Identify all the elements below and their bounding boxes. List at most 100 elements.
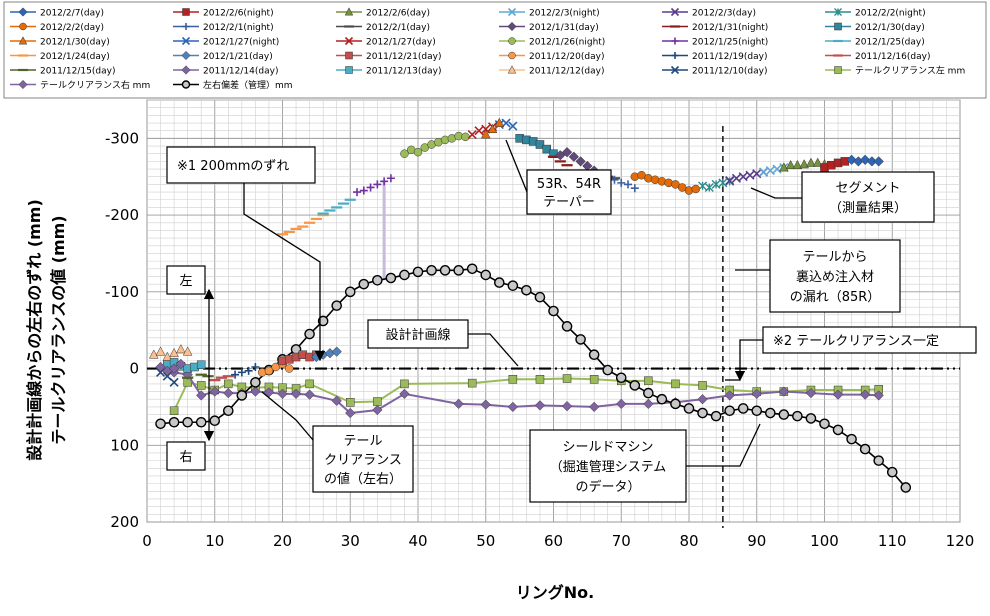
note-53r-54r-text: テーパー [543, 195, 595, 210]
data-point [494, 117, 505, 127]
data-point [182, 416, 193, 428]
data-point [304, 328, 315, 340]
x-tick-label: 10 [205, 532, 224, 550]
data-point [366, 183, 375, 192]
note-leak-box [769, 239, 901, 313]
data-point [656, 393, 668, 405]
data-point [724, 390, 735, 401]
legend-swatch-marker [18, 79, 28, 90]
annotations: ※1 200mmのずれ 53R、54R テーパー セグメント （測量結果） テールから裏込… [166, 139, 977, 503]
data-point [534, 400, 546, 411]
data-point [866, 156, 878, 167]
x-tick-label: 90 [747, 532, 766, 550]
leader-line [468, 333, 519, 367]
data-point [561, 321, 573, 332]
data-point [610, 175, 619, 184]
legend-swatch-marker [344, 36, 354, 46]
legend-entry: 2011/12/20(day) [499, 51, 604, 62]
data-point [346, 398, 355, 407]
data-point [493, 277, 505, 288]
legend-entry: テールクリアランス左 mm [825, 65, 965, 77]
data-point [616, 398, 627, 409]
legend-entry: 2011/12/21(day) [336, 51, 441, 62]
legend-label: 2012/1/27(night) [203, 38, 279, 48]
data-point [731, 173, 741, 183]
data-point [373, 397, 382, 406]
data-point [792, 410, 803, 422]
note-tail-constant-text: ※2 テールクリアランス一定 [773, 334, 939, 349]
data-point [487, 123, 498, 134]
data-point [426, 265, 437, 276]
note-right-box [166, 441, 206, 471]
legend-swatch-marker [507, 21, 517, 32]
data-point [305, 379, 314, 389]
legend-swatch-marker [670, 7, 680, 17]
data-point [169, 347, 179, 358]
data-point [466, 263, 478, 275]
series [147, 117, 960, 528]
legend-swatch-marker [507, 7, 517, 17]
note-tail-clearance-text: テール [343, 434, 382, 449]
data-point [575, 156, 586, 167]
data-point [859, 389, 871, 400]
data-point [683, 403, 695, 414]
legend-entry: 2012/2/1(day) [336, 23, 430, 33]
note-shield-machine-text: シールドマシン [562, 440, 653, 455]
note-200mm-shift-box [166, 146, 316, 184]
data-point [724, 405, 735, 417]
legend-swatch-marker [181, 80, 191, 89]
data-point [588, 401, 600, 413]
data-point [812, 157, 823, 167]
legend-label: テールクリアランス右 mm [40, 79, 150, 91]
legend-swatch-marker [508, 51, 516, 60]
data-point [575, 334, 586, 345]
y-tick-label: 0 [129, 360, 139, 378]
x-tick-label: 110 [878, 532, 907, 550]
leader-line [261, 391, 314, 441]
legend-entry: 左右偏差（管理）mm [173, 79, 293, 91]
series-2012-1-25-night [353, 174, 395, 197]
data-point [386, 174, 395, 183]
legend-entry: 2012/2/2(night) [825, 8, 926, 19]
data-point [412, 266, 424, 278]
legend-entry: 2012/2/7(day) [10, 7, 104, 19]
legend-entry: 2011/12/13(day) [336, 66, 441, 77]
legend-entry: 2011/12/14(day) [173, 65, 278, 77]
note-shield-machine-text: のデータ） [575, 479, 640, 495]
note-tail-clearance-text: の値（左右） [324, 471, 402, 487]
legend-swatch-marker [345, 66, 353, 74]
data-point [344, 286, 356, 298]
data-point [832, 389, 844, 400]
legend-label: 2011/12/13(day) [366, 67, 441, 77]
data-point [521, 284, 532, 296]
legend-label: 2011/12/21(day) [366, 52, 441, 62]
legend-entry: 2012/1/25(day) [825, 38, 925, 48]
y-tick-label: -100 [105, 283, 139, 301]
legend-entry: 2012/1/21(day) [173, 50, 273, 62]
data-point [385, 272, 397, 284]
data-point [250, 386, 261, 397]
legend-swatch-marker [508, 37, 516, 45]
data-point [168, 363, 180, 374]
x-tick-label: 60 [544, 532, 563, 550]
data-point [196, 390, 207, 401]
data-point [508, 375, 518, 384]
series-2011-12-16-day [209, 375, 234, 382]
data-point [806, 157, 816, 167]
note-segment: セグメント （測量結果） [801, 171, 935, 223]
legend-label: 2011/12/12(day) [529, 67, 604, 77]
legend-entry: 2011/12/10(day) [662, 65, 767, 77]
note-tail-clearance-text: クリアランス [324, 453, 402, 468]
legend-label: 2011/12/20(day) [529, 52, 604, 62]
legend-entry: 2012/2/6(night) [173, 8, 274, 19]
legend-label: 2011/12/14(day) [203, 67, 278, 77]
data-point [725, 175, 735, 186]
legend-entry: 2011/12/15(day) [10, 67, 115, 77]
y-axis-title-line-1: 設計計画線からの左右のずれ (mm) [25, 199, 44, 461]
series-2012-2-2-day [630, 170, 701, 195]
legend-label: 2012/1/25(day) [855, 38, 925, 48]
legend-label: 2012/1/30(day) [855, 23, 925, 33]
data-point [453, 265, 464, 276]
